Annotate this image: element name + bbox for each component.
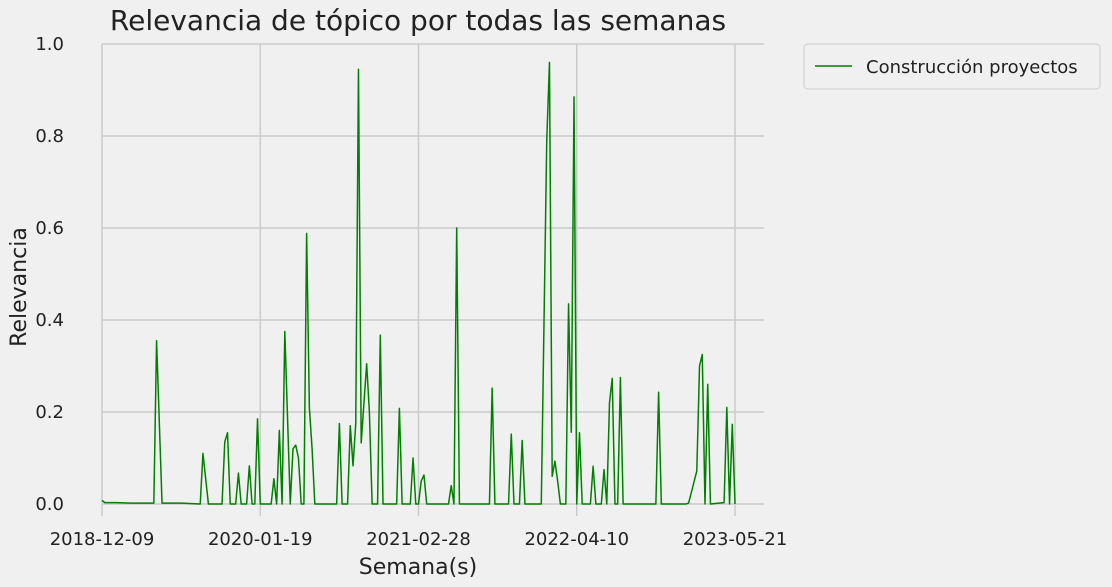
chart-title: Relevancia de tópico por todas las seman…	[110, 4, 726, 37]
legend-label: Construcción proyectos	[866, 57, 1078, 78]
x-tick-label: 2022-04-10	[524, 529, 629, 550]
legend-box	[803, 43, 1101, 90]
y-tick-label: 0.8	[35, 126, 64, 147]
tick-labels: 0.0 0.2 0.4 0.6 0.8 1.0 2018-12-09 2020-01-19 20…	[35, 34, 787, 550]
series-line	[101, 61, 736, 505]
x-axis-label: Semana(s)	[359, 555, 477, 580]
series-layer	[101, 61, 736, 505]
y-tick-label: 0.2	[35, 402, 64, 423]
y-tick-label: 0.4	[35, 310, 64, 331]
y-tick-label: 0.6	[35, 218, 64, 239]
x-tick-label: 2023-05-21	[683, 529, 788, 550]
legend: Construcción proyectos	[803, 43, 1101, 90]
y-tick-label: 1.0	[35, 34, 64, 55]
y-tick-label: 0.0	[35, 494, 64, 515]
x-tick-label: 2020-01-19	[208, 529, 313, 550]
x-tick-label: 2021-02-28	[366, 529, 471, 550]
x-tick-label: 2018-12-09	[50, 529, 155, 550]
y-axis-label: Relevancia	[7, 227, 32, 347]
